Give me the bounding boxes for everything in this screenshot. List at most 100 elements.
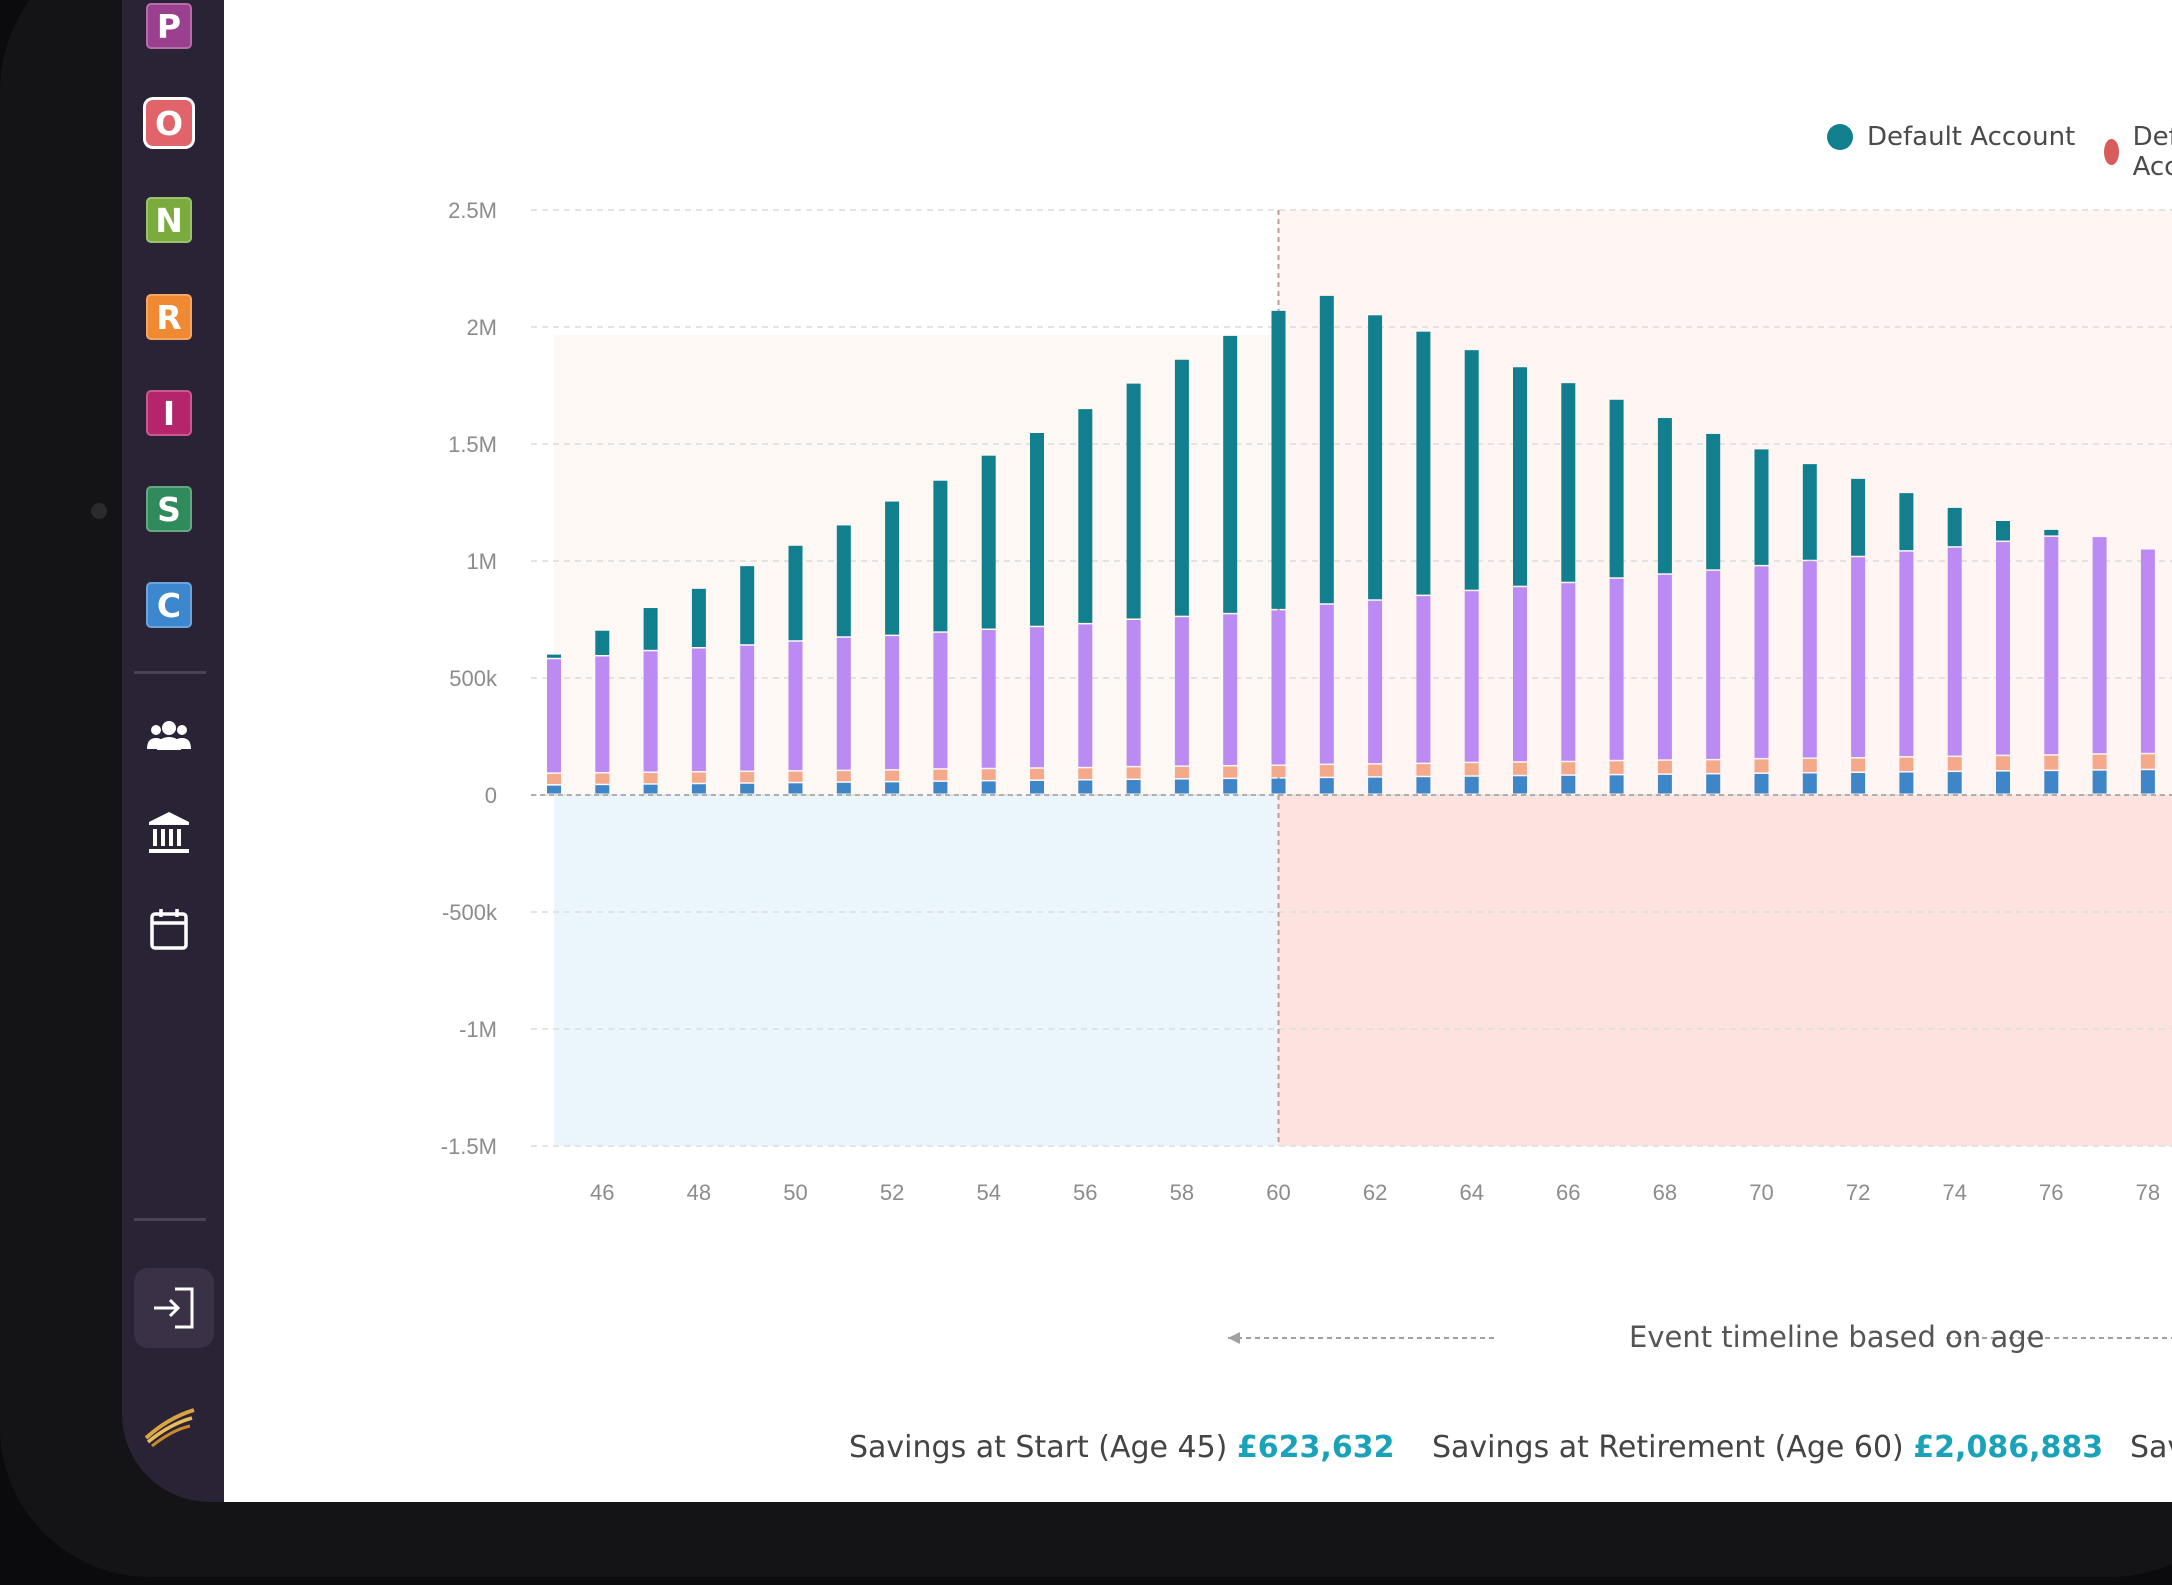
y-tick-label: 0 xyxy=(485,783,497,808)
bar-segment-default-account xyxy=(1996,520,2010,541)
bar-segment-orange xyxy=(1513,762,1527,775)
app-icon-i[interactable]: I xyxy=(146,390,192,436)
bar-segment-purple xyxy=(1368,600,1383,764)
bar-segment-orange xyxy=(2092,754,2107,770)
bar-segment-default-account xyxy=(1368,315,1383,600)
bar-segment-default-account xyxy=(547,654,561,658)
bar-segment-orange xyxy=(740,772,755,783)
bar-segment-purple xyxy=(643,651,658,772)
bar-segment-blue xyxy=(1706,774,1721,794)
bar-segment-default-account xyxy=(1271,310,1286,609)
bar-segment-blue xyxy=(1657,774,1672,794)
app-icon-n[interactable]: N xyxy=(146,197,192,243)
y-tick-label: -500k xyxy=(442,900,498,925)
bar-segment-orange xyxy=(1561,762,1576,775)
bar-segment-orange xyxy=(2140,754,2155,769)
sidebar: P O N R I S C xyxy=(122,0,224,1502)
bar-segment-blue xyxy=(2044,771,2059,794)
bar-segment-orange xyxy=(691,772,706,783)
app-icon-s[interactable]: S xyxy=(146,486,192,532)
bar-segment-purple xyxy=(1223,614,1238,765)
bar-segment-blue xyxy=(643,784,658,794)
bar-segment-default-account xyxy=(740,566,755,645)
bar-segment-purple xyxy=(933,632,948,769)
bar-segment-default-account xyxy=(1319,295,1334,604)
bar-segment-orange xyxy=(1126,767,1141,779)
bar-segment-purple xyxy=(2140,549,2155,753)
bar-segment-blue xyxy=(2092,770,2107,794)
bar-segment-purple xyxy=(836,637,851,770)
bar-segment-purple xyxy=(1609,578,1624,760)
x-tick-label: 70 xyxy=(1749,1180,1773,1205)
bar-segment-orange xyxy=(788,771,803,782)
bar-segment-orange xyxy=(1223,766,1238,778)
bar-segment-default-account xyxy=(836,525,851,637)
bar-segment-blue xyxy=(1851,773,1866,794)
bar-segment-orange xyxy=(1368,764,1383,777)
savings-start-stat: Savings at Start (Age 45) £623,632 xyxy=(849,1430,1394,1465)
app-icon-o[interactable]: O xyxy=(146,100,192,146)
bar-segment-blue xyxy=(1223,779,1238,794)
x-tick-label: 52 xyxy=(880,1180,904,1205)
y-tick-label: -1M xyxy=(459,1017,497,1042)
app-icon-p[interactable]: P xyxy=(146,3,192,49)
bar-segment-blue xyxy=(1368,777,1383,794)
bar-segment-orange xyxy=(885,770,900,781)
bar-segment-orange xyxy=(643,773,658,784)
bar-segment-blue xyxy=(1464,776,1479,794)
bar-segment-default-account xyxy=(1174,359,1189,616)
x-tick-label: 76 xyxy=(2039,1180,2063,1205)
stat-value: £2,086,883 xyxy=(1913,1430,2104,1465)
bar-segment-orange xyxy=(1996,756,2010,771)
bar-segment-blue xyxy=(547,785,561,794)
bar-segment-purple xyxy=(1126,619,1141,766)
bar-segment-default-account xyxy=(1802,464,1817,560)
bar-segment-blue xyxy=(1513,776,1527,794)
y-tick-label: 2.5M xyxy=(448,198,497,223)
bar-segment-default-account xyxy=(1706,433,1721,570)
post-retirement-region xyxy=(1278,795,2172,1146)
app-icon-r[interactable]: R xyxy=(146,294,192,340)
bar-segment-orange xyxy=(1754,759,1769,773)
bar-segment-purple xyxy=(981,630,996,768)
bar-segment-blue xyxy=(740,783,755,794)
bar-segment-default-account xyxy=(691,588,706,648)
stat-label: Savings at Start (Age 45) xyxy=(849,1430,1228,1465)
login-button[interactable] xyxy=(134,1268,214,1348)
bar-segment-default-account xyxy=(1947,507,1962,547)
x-tick-label: 64 xyxy=(1459,1180,1483,1205)
bar-segment-default-account xyxy=(933,480,948,632)
x-tick-label: 66 xyxy=(1556,1180,1580,1205)
sidebar-divider xyxy=(134,671,206,674)
bar-segment-default-account xyxy=(1464,350,1479,590)
bar-segment-purple xyxy=(1271,610,1286,765)
bar-segment-orange xyxy=(1030,768,1044,780)
bank-icon[interactable] xyxy=(146,810,192,856)
legend-item[interactable]: Default Account xyxy=(1827,122,2075,152)
bar-segment-orange xyxy=(1078,768,1093,779)
app-screen: P O N R I S C xyxy=(122,0,2172,1502)
app-icon-c[interactable]: C xyxy=(146,582,192,628)
camera-dot xyxy=(91,503,107,519)
savings-chart: 2.5M 2M 1.5M 1M 500k 0 -500k -1M -1.5M 46 48 50 52 54… xyxy=(441,198,2172,1205)
calendar-icon[interactable] xyxy=(146,906,192,952)
bar-segment-orange xyxy=(1706,760,1721,773)
stat-label: Sav xyxy=(2130,1430,2172,1465)
bar-segment-purple xyxy=(1078,624,1093,767)
bar-segment-default-account xyxy=(1609,399,1624,578)
legend-item[interactable]: Deficit Accou xyxy=(2104,122,2172,182)
bar-segment-purple xyxy=(1706,570,1721,759)
bar-segment-default-account xyxy=(981,455,996,629)
bar-segment-purple xyxy=(691,648,706,772)
sidebar-divider xyxy=(134,1218,206,1221)
bar-segment-blue xyxy=(595,785,610,794)
savings-end-stat: Sav xyxy=(2130,1430,2172,1465)
bar-segment-blue xyxy=(933,781,948,794)
bar-segment-purple xyxy=(1174,617,1189,766)
users-icon[interactable] xyxy=(146,713,192,759)
bar-segment-purple xyxy=(595,656,610,772)
x-tick-label: 56 xyxy=(1073,1180,1097,1205)
bar-segment-purple xyxy=(1513,587,1527,762)
bar-segment-purple xyxy=(1947,547,1962,756)
bar-segment-default-account xyxy=(1851,478,1866,556)
